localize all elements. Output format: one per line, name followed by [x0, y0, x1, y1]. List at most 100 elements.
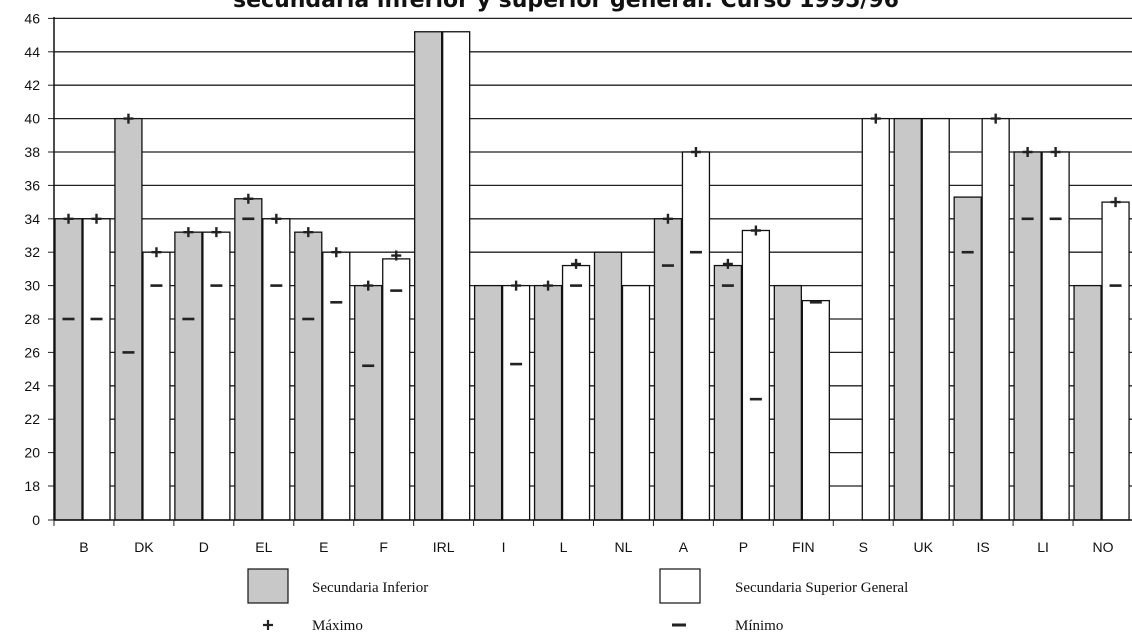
bar — [773, 284, 802, 521]
legend-swatch — [659, 568, 701, 604]
legend-swatch — [247, 568, 289, 604]
y-tick-label: 40 — [24, 111, 40, 127]
x-tick-label: L — [560, 539, 568, 555]
y-tick-label: 0 — [32, 512, 40, 528]
max-marker — [511, 280, 522, 291]
max-marker — [303, 227, 314, 238]
max-marker — [722, 258, 733, 269]
y-tick-label: 28 — [24, 311, 40, 327]
bar — [322, 251, 351, 521]
bar — [202, 231, 231, 521]
legend-max-icon — [263, 620, 273, 630]
y-tick-label: 34 — [24, 211, 40, 227]
bar — [741, 229, 771, 521]
bar — [473, 284, 503, 521]
max-marker — [1110, 197, 1121, 208]
bar — [681, 151, 711, 521]
bar — [501, 284, 531, 521]
x-tick-label: P — [739, 539, 748, 555]
bar — [262, 218, 291, 521]
x-tick-label: I — [502, 539, 506, 555]
max-marker — [990, 113, 1001, 124]
y-tick-label: 20 — [24, 445, 40, 461]
legend-label: Secundaria Superior General — [735, 580, 908, 596]
bar — [621, 284, 651, 521]
bar — [893, 117, 922, 521]
bar — [921, 117, 950, 521]
bars — [54, 31, 1130, 521]
x-tick-label: FIN — [792, 539, 815, 555]
max-min-markers — [62, 113, 1122, 401]
max-marker — [363, 280, 374, 291]
y-tick-label: 38 — [24, 144, 40, 160]
x-tick-label: NL — [615, 539, 633, 555]
y-tick-label: 26 — [24, 344, 40, 360]
bar — [82, 218, 111, 521]
x-tick-label: B — [79, 539, 88, 555]
bar — [713, 264, 743, 521]
max-marker — [870, 113, 881, 124]
bar — [294, 231, 323, 521]
bar — [861, 117, 890, 521]
legend: Secundaria Inferior Secundaria Superior G… — [247, 568, 908, 633]
y-tick-label: 22 — [24, 411, 40, 427]
bar — [174, 231, 203, 521]
legend-label: Máximo — [312, 618, 363, 633]
bar — [142, 251, 171, 521]
chart-title: secundaria inferior y superior general. … — [233, 0, 899, 13]
y-tick-label: 30 — [24, 278, 40, 294]
y-tick-label: 18 — [24, 478, 40, 494]
bar — [54, 218, 83, 521]
bar — [593, 251, 623, 521]
max-marker — [690, 147, 701, 157]
max-marker — [271, 213, 282, 224]
max-marker — [750, 225, 761, 236]
bar — [414, 31, 443, 521]
x-tick-label: LI — [1037, 539, 1049, 555]
max-marker — [391, 250, 402, 261]
bar — [801, 299, 830, 521]
legend-label: Mínimo — [735, 618, 783, 633]
max-marker — [543, 280, 554, 291]
max-marker — [211, 227, 222, 238]
max-marker — [571, 258, 582, 269]
x-tick-label: NO — [1093, 539, 1114, 555]
bar — [1101, 201, 1130, 521]
x-tick-label: EL — [255, 539, 272, 555]
x-tick-label: A — [679, 539, 689, 555]
bar — [953, 196, 982, 521]
x-tick-label: UK — [913, 539, 933, 555]
bar — [354, 284, 383, 521]
grid-lines — [54, 17, 1132, 487]
bar — [561, 264, 591, 521]
y-tick-label: 32 — [24, 244, 40, 260]
max-marker — [1022, 147, 1033, 157]
bar — [114, 117, 143, 521]
bar — [442, 31, 471, 521]
max-marker — [63, 213, 74, 224]
y-tick-label: 36 — [24, 177, 40, 193]
max-marker — [1050, 147, 1061, 157]
bar — [1073, 284, 1102, 521]
legend-label: Secundaria Inferior — [312, 580, 428, 596]
x-tick-label: F — [379, 539, 388, 555]
max-marker — [331, 247, 342, 258]
y-tick-label: 42 — [24, 77, 40, 93]
x-tick-label: E — [319, 539, 328, 555]
y-tick-label: 44 — [24, 44, 40, 60]
max-marker — [91, 213, 102, 224]
bar — [382, 258, 411, 521]
max-marker — [123, 113, 134, 124]
bar — [533, 284, 563, 521]
max-marker — [662, 213, 673, 224]
x-tick-label: IRL — [433, 539, 455, 555]
bar — [1041, 151, 1070, 521]
y-tick-label: 46 — [24, 10, 40, 26]
bar — [1013, 151, 1042, 521]
x-tick-label: IS — [977, 539, 990, 555]
x-tick-label: DK — [134, 539, 154, 555]
x-tick-label: S — [859, 539, 868, 555]
y-tick-label: 24 — [24, 378, 40, 394]
